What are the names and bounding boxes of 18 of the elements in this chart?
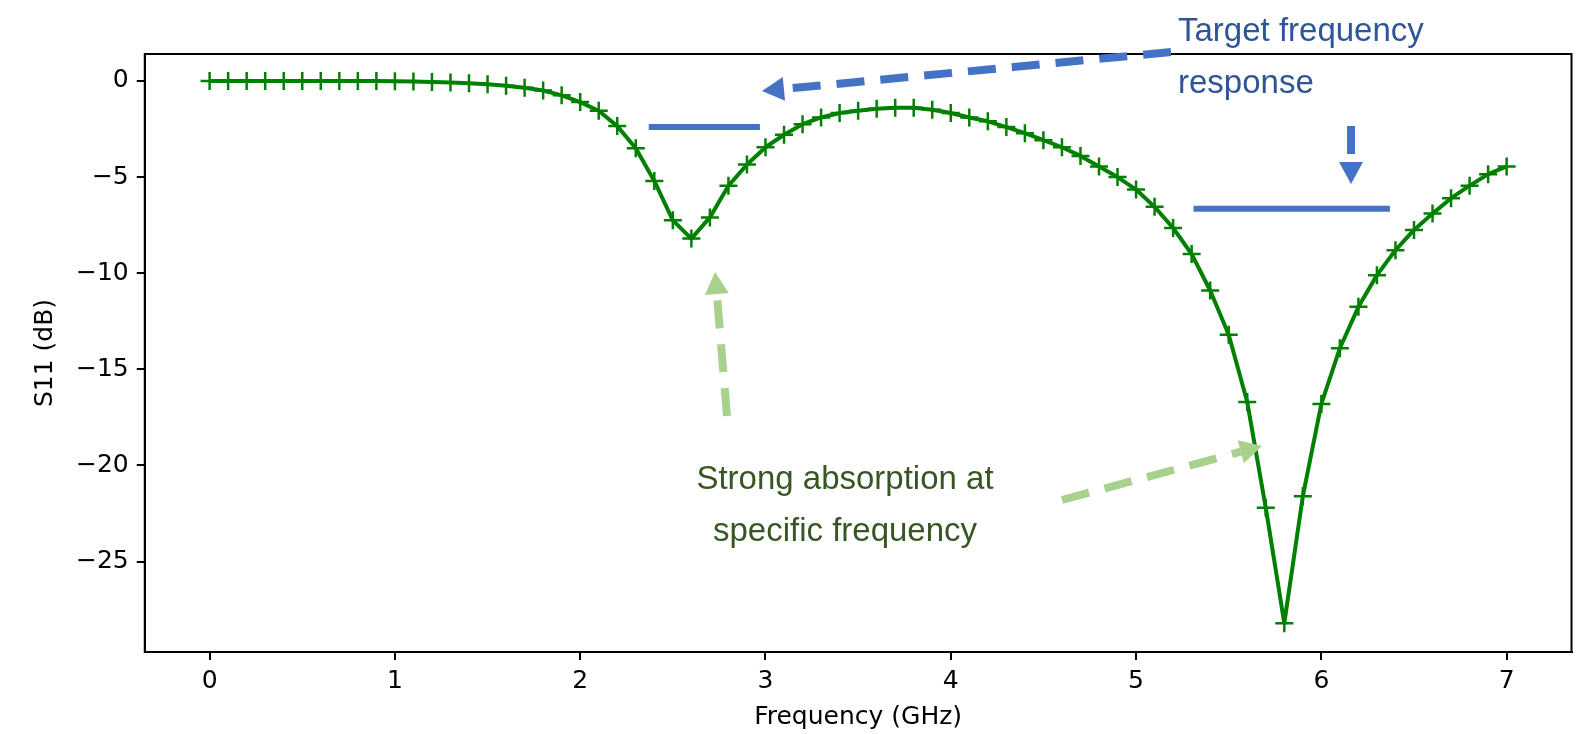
x-tick-label: 7 [1498, 664, 1515, 694]
x-tick-label: 4 [942, 664, 959, 694]
y-tick-label: −15 [75, 352, 129, 382]
x-tick-label: 6 [1313, 664, 1330, 694]
y-axis-title: S11 (dB) [28, 298, 58, 408]
y-tick-label: −25 [75, 545, 129, 575]
x-axis-title: Frequency (GHz) [754, 700, 963, 730]
x-tick-label: 2 [572, 664, 589, 694]
y-tick-label: −10 [75, 256, 129, 286]
x-tick-label: 1 [386, 664, 403, 694]
annotation: Strong absorption at specific frequency [695, 458, 995, 550]
y-tick-label: 0 [112, 64, 129, 94]
x-tick-label: 0 [201, 664, 218, 694]
y-tick-label: −20 [75, 448, 129, 478]
x-tick-label: 3 [757, 664, 774, 694]
annotation: Target frequency response [1178, 10, 1425, 102]
y-tick-label: −5 [91, 160, 129, 190]
x-tick-label: 5 [1128, 664, 1145, 694]
